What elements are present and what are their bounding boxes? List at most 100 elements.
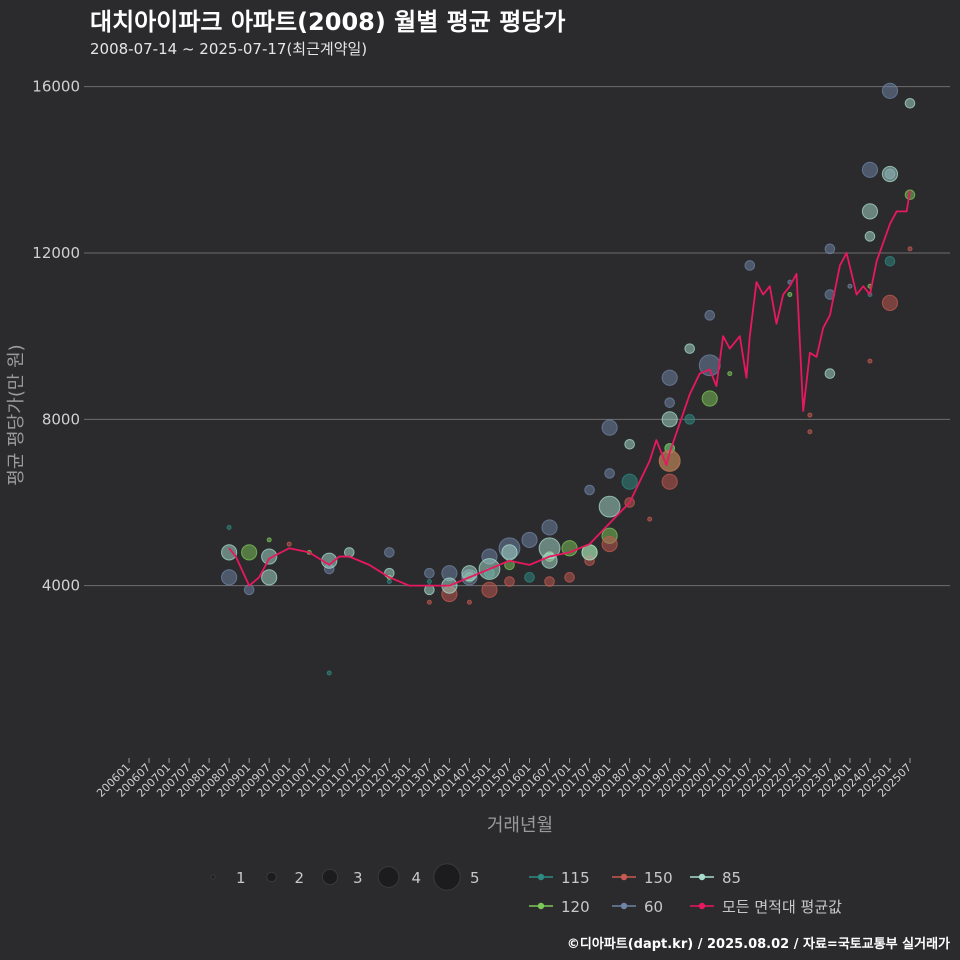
size-legend-label: 3 [353,869,363,887]
data-point-85 [261,569,278,586]
y-axis: 4000 8000 12000 16000 [32,78,80,595]
data-point-60 [881,82,899,99]
data-point-85 [864,231,876,242]
average-line-group [228,190,911,587]
data-point-115 [326,670,332,676]
data-point-150 [807,429,813,435]
data-point-60 [601,419,618,436]
y-axis-title: 평균 평당가(만 원) [6,344,27,485]
legend-label: 115 [561,869,590,887]
size-legend-label: 2 [295,869,305,887]
data-point-115 [684,414,696,425]
size-legend-label: 5 [470,869,480,887]
data-point-150 [426,599,432,605]
legend-key-dot [698,902,706,910]
legend-key-dot [537,902,545,910]
size-legend-marker [266,871,277,883]
color-legend: 115 150 85 120 60 모든 면적대 평균값 [529,869,842,916]
y-tick-label: 8000 [42,410,80,428]
legend-label: 150 [644,869,673,887]
data-point-60 [424,567,435,579]
average-line [228,190,911,587]
size-legend-label: 4 [412,869,422,887]
data-point-150 [481,581,498,598]
legend-label: 120 [561,898,590,916]
data-point-85 [861,203,879,220]
size-legend-marker [377,866,400,888]
data-point-60 [541,519,558,536]
data-point-115 [386,579,392,584]
data-point-60 [521,531,538,549]
data-point-85 [624,438,635,450]
size-legend-marker [433,863,461,891]
size-legend: 1 2 3 4 5 [210,863,480,891]
data-point-60 [384,547,395,558]
data-point-115 [524,572,535,583]
x-axis-title: 거래년월 [487,815,553,836]
data-point-120 [561,540,578,557]
data-point-60 [604,468,615,479]
data-point-60 [661,369,678,386]
data-point-120 [241,544,258,561]
data-point-150 [881,294,899,311]
data-point-150 [466,599,472,605]
y-tick-label: 4000 [42,577,80,595]
data-point-85 [824,368,836,379]
data-point-120 [266,537,272,543]
size-legend-label: 1 [236,869,246,887]
gridlines [84,86,950,587]
data-point-120 [787,292,793,298]
legend-key-dot [620,873,628,881]
data-point-85 [661,411,678,428]
data-point-60 [664,397,675,408]
data-point-115 [226,524,232,530]
data-point-60 [704,310,716,321]
data-point-150 [867,358,873,364]
data-point-85 [598,495,621,518]
data-point-60 [221,569,238,586]
y-tick-label: 16000 [32,78,80,96]
footer-source: ©디아파트(dapt.kr) / 2025.08.02 / 자료=국토교통부 실… [567,936,950,952]
data-point-115 [621,473,638,490]
size-legend-marker [321,868,339,886]
data-point-85 [538,537,561,560]
data-point-115 [426,579,432,584]
data-point-150 [286,541,292,547]
legend-key-dot [620,902,628,910]
data-point-150 [807,412,813,418]
data-point-150 [601,535,618,553]
data-point-150 [504,576,515,587]
data-point-60 [824,243,836,255]
y-tick-label: 12000 [32,244,80,262]
data-point-150 [661,473,678,490]
legend-label: 60 [644,898,663,916]
x-axis: 2006012006072007012007072008012008072009… [94,758,914,800]
data-point-85 [881,165,899,183]
legend-key-dot [537,873,545,881]
data-point-60 [584,484,595,496]
data-point-60 [744,260,756,271]
legend-label: 모든 면적대 평균값 [722,898,842,916]
data-point-85 [261,548,278,565]
data-point-150 [544,576,555,587]
data-point-60 [847,283,853,289]
size-legend-marker [210,874,216,880]
data-point-120 [701,390,718,407]
chart-title: 대치아이파크 아파트(2008) 월별 평균 평당가 [90,8,565,36]
data-point-85 [684,343,696,354]
data-point-120 [727,371,733,377]
data-point-115 [884,255,896,267]
legend-key-dot [698,873,706,881]
chart-subtitle: 2008-07-14 ~ 2025-07-17(최근계약일) [90,40,367,58]
data-point-60 [861,161,879,178]
scatter-points [221,82,916,676]
data-point-150 [647,516,653,522]
legend-label: 85 [722,869,741,887]
data-point-150 [564,572,575,583]
data-point-85 [221,544,238,561]
data-point-85 [501,544,518,561]
data-point-150 [907,246,913,252]
data-point-60 [698,354,721,377]
data-point-85 [904,97,916,109]
